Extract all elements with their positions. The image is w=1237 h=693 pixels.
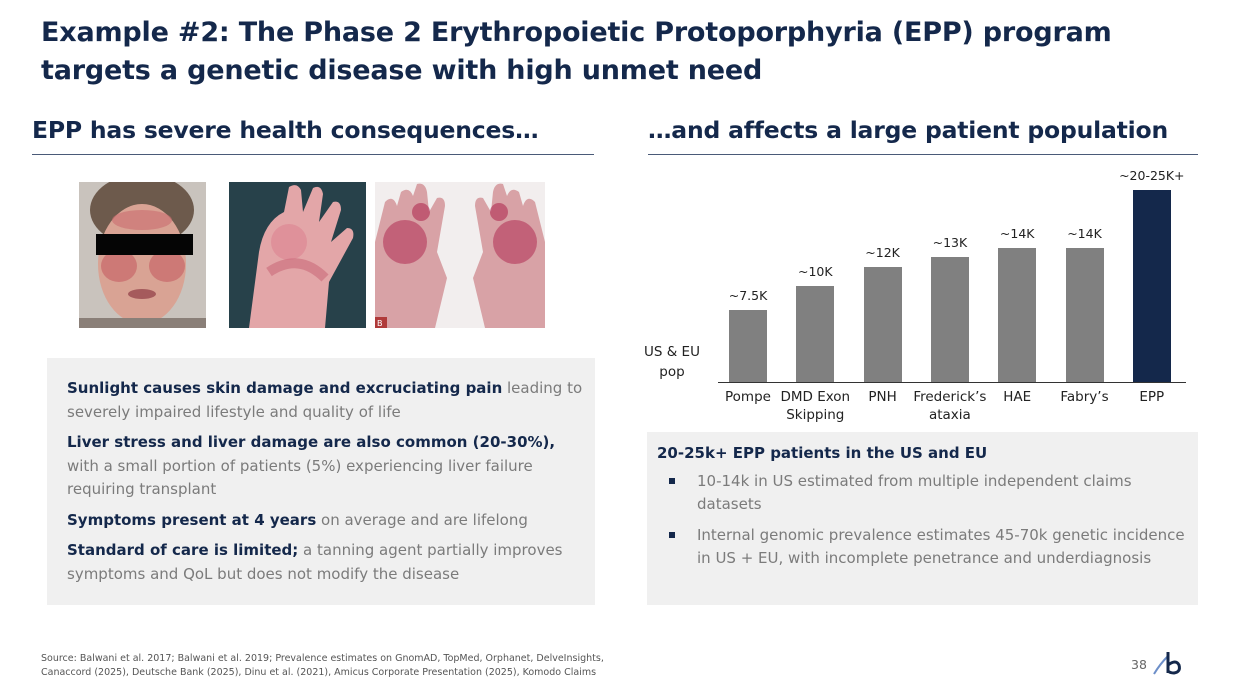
bar-6 [1132,190,1171,382]
consequence-bold: Liver stress and liver damage are also c… [67,433,556,451]
consequence-item: Liver stress and liver damage are also c… [67,431,587,502]
population-heading: 20-25k+ EPP patients in the US and EU [657,444,988,462]
right-heading: …and affects a large patient population [648,116,1168,144]
bar-value-label: ~7.5K [728,288,768,303]
y-axis-label: US & EU pop [644,344,700,380]
consequence-item: Symptoms present at 4 years on average a… [67,509,587,533]
bar-value-label: ~20-25K+ [1119,168,1185,183]
bar-1 [796,286,835,382]
category-label: Fabry’s [1060,389,1109,405]
bar-value-label: ~10K [798,264,833,279]
category-label: Pompe [725,389,771,405]
bar-2 [863,266,902,382]
consequence-rest: leading to severely impaired lifestyle a… [67,379,583,421]
hand-photo-icon [229,182,366,328]
consequence-rest: a tanning agent partially improves sympt… [67,541,563,583]
bar-5 [1065,247,1104,382]
photo-corner-label: B [377,319,383,328]
category-label: HAE [1003,389,1032,405]
page-number: 38 [1131,657,1147,672]
bar-value-label: ~14K [1067,225,1102,241]
population-bullet: 10-14k in US estimated from multiple ind… [657,470,1187,516]
consequences-panel: Sunlight causes skin damage and excrucia… [47,358,595,605]
bar-4 [998,247,1037,382]
population-bullets: 10-14k in US estimated from multiple ind… [657,470,1187,570]
consequence-item: Sunlight causes skin damage and excrucia… [67,377,587,424]
consequence-bold: Sunlight causes skin damage and excrucia… [67,379,503,397]
consequence-item: Standard of care is limited; a tanning a… [67,539,587,586]
population-panel: 20-25k+ EPP patients in the US and EU 10… [647,432,1198,605]
population-bullet-text: Internal genomic prevalence estimates 45… [697,526,1185,567]
consequences-list: Sunlight causes skin damage and excrucia… [67,377,587,593]
both-hands-photo-icon: B [375,182,545,328]
category-label: EPP [1139,389,1165,405]
population-bullet-text: 10-14k in US estimated from multiple ind… [697,472,1132,513]
bar-0 [729,310,767,382]
source-footnote: Source: Balwani et al. 2017; Balwani et … [41,653,604,678]
x-axis-line [718,382,1186,383]
category-label: DMD Exon Skipping [780,389,851,423]
company-logo-icon [1150,650,1184,680]
bar-3 [930,257,969,382]
left-heading-rule [32,154,594,155]
category-label: PNH [868,389,897,405]
right-heading-rule [648,154,1198,155]
slide-title: Example #2: The Phase 2 Erythropoietic P… [41,17,1112,86]
consequence-rest: with a small portion of patients (5%) ex… [67,456,533,499]
population-bar-chart: US & EU pop ~7.5K Pompe ~10K DMD Exon Skipp… [640,160,1200,430]
bar-value-label: ~12K [865,244,900,260]
category-label: Frederick’s ataxia [913,389,987,423]
left-heading: EPP has severe health consequences… [32,116,539,144]
square-bullet-icon [669,478,675,484]
bar-value-label: ~13K [932,235,968,251]
consequence-bold: Symptoms present at 4 years [67,510,317,529]
consequence-bold: Standard of care is limited; [67,541,299,559]
square-bullet-icon [669,532,675,538]
bar-value-label: ~14K [999,225,1035,241]
consequence-rest: on average and are lifelong [316,510,528,529]
population-bullet: Internal genomic prevalence estimates 45… [657,524,1187,570]
face-photo-redacted-icon [79,182,206,328]
